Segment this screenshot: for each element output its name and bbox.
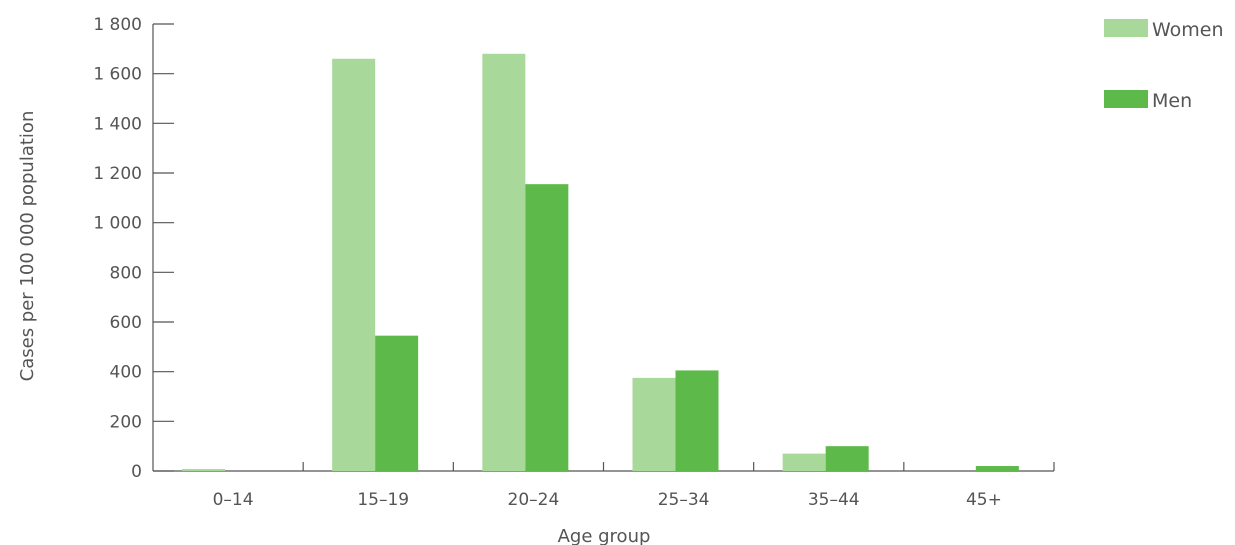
y-tick-label: 1 400 (93, 114, 142, 134)
bar-women-3 (482, 54, 525, 471)
x-tick-label: 20–24 (508, 490, 560, 510)
x-tick-label: 35–44 (808, 490, 860, 510)
bar-women-2 (332, 59, 375, 471)
y-tick-label: 800 (110, 263, 142, 283)
bar-men-4 (676, 370, 719, 471)
bar-women-4 (633, 378, 676, 471)
y-tick-label: 1 600 (93, 65, 142, 85)
y-axis-title: Cases per 100 000 population (17, 111, 38, 382)
bar-men-5 (826, 446, 869, 471)
bar-women-5 (783, 454, 826, 471)
x-axis-title: Age group (558, 526, 651, 545)
y-tick-label: 1 800 (93, 15, 142, 35)
y-ticks: 0 200 400 600 800 1 000 1 200 1 400 1 600 1 800 (93, 15, 174, 482)
y-tick-label: 600 (110, 313, 142, 333)
bar-men-3 (525, 184, 568, 471)
bar-men-6 (976, 466, 1019, 471)
x-tick-label: 25–34 (658, 490, 710, 510)
y-tick-label: 1 200 (93, 164, 142, 184)
legend-swatch-men (1104, 90, 1148, 108)
y-tick-label: 400 (110, 363, 142, 383)
y-tick-label: 200 (110, 412, 142, 432)
legend-label-women: Women (1152, 19, 1224, 41)
bar-women-1 (182, 469, 225, 471)
bar-men-2 (375, 336, 418, 471)
x-tick-label: 0–14 (213, 490, 254, 510)
legend: Women Men (1104, 19, 1224, 112)
x-tick-label: 45+ (966, 490, 1002, 510)
y-tick-label: 0 (131, 462, 142, 482)
x-tick-label: 15–19 (357, 490, 409, 510)
legend-label-men: Men (1152, 90, 1192, 112)
bars (182, 54, 1019, 471)
y-tick-label: 1 000 (93, 214, 142, 234)
legend-swatch-women (1104, 19, 1148, 37)
